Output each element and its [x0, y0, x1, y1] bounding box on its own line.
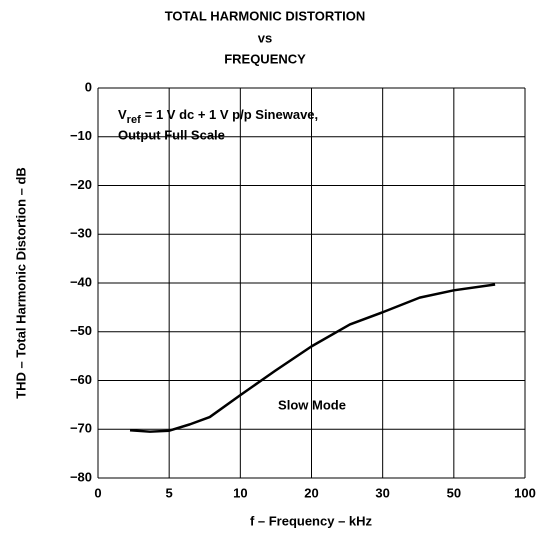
x-tick-label: 100: [514, 485, 536, 500]
chart-title: TOTAL HARMONIC DISTORTION: [165, 8, 366, 23]
chart-title: FREQUENCY: [224, 51, 306, 66]
y-tick-label: −20: [70, 177, 92, 192]
y-tick-label: −70: [70, 421, 92, 436]
note-symbol: V: [118, 107, 127, 122]
y-tick-label: −80: [70, 469, 92, 484]
y-axis-label: THD – Total Harmonic Distortion – dB: [13, 167, 28, 399]
line: [129, 283, 496, 433]
x-axis-label: f – Frequency – kHz: [250, 513, 373, 528]
y-tick-label: −60: [70, 372, 92, 387]
x-tick-label: 10: [233, 485, 247, 500]
note-text: = 1 V dc + 1 V p/p Sinewave,: [145, 107, 318, 122]
y-tick-label: −40: [70, 274, 92, 289]
x-tick-label: 5: [166, 485, 173, 500]
x-tick-label: 50: [447, 485, 461, 500]
x-tick-label: 0: [94, 485, 101, 500]
y-tick-label: −50: [70, 323, 92, 338]
x-tick-label: 20: [304, 485, 318, 500]
note-subscript: ref: [127, 114, 141, 126]
y-tick-label: 0: [85, 79, 92, 94]
y-tick-label: −10: [70, 128, 92, 143]
note-text: Output Full Scale: [118, 127, 225, 142]
note: Vref = 1 V dc + 1 V p/p Sinewave,: [118, 107, 318, 125]
y-tick-label: −30: [70, 226, 92, 241]
x-tick-label: 30: [375, 485, 389, 500]
chart-title: vs: [258, 30, 272, 45]
